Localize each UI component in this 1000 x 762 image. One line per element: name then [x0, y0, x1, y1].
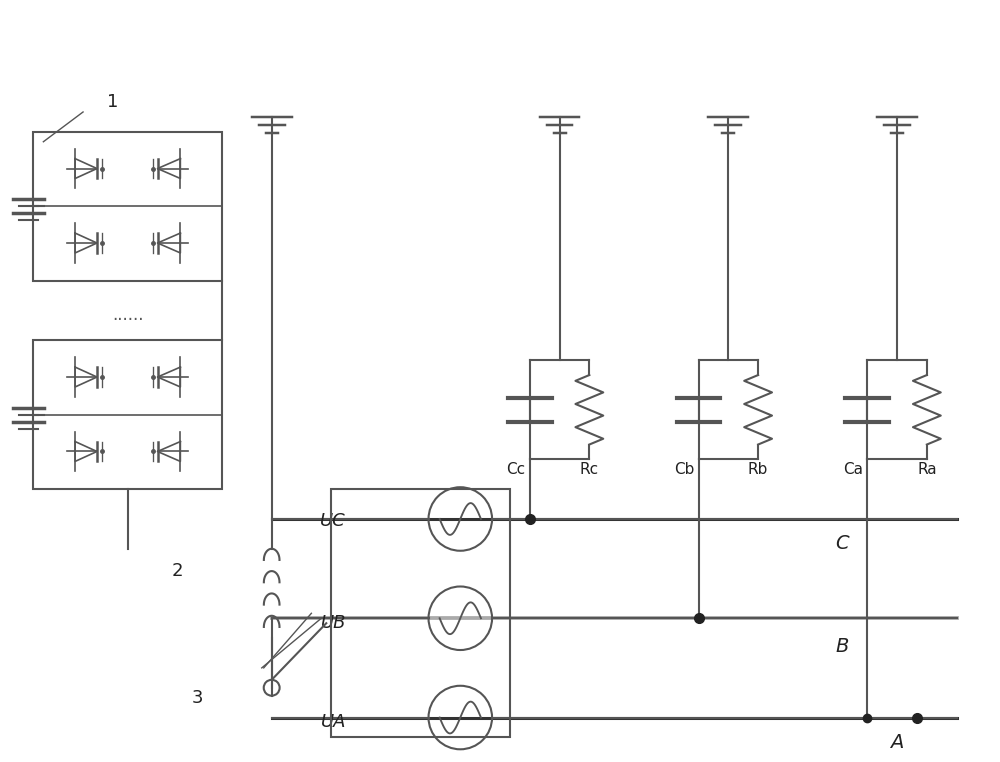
Text: A: A [890, 733, 904, 752]
Text: UA: UA [321, 713, 346, 732]
Bar [331, 489, 510, 738]
Bar [33, 132, 222, 280]
Text: Rc: Rc [580, 463, 599, 477]
Text: ......: ...... [112, 306, 143, 325]
Text: Cc: Cc [506, 463, 525, 477]
Text: UB: UB [321, 614, 346, 632]
Text: UC: UC [320, 512, 346, 530]
Text: B: B [836, 636, 849, 655]
Text: 2: 2 [172, 562, 183, 580]
Bar [33, 341, 222, 489]
Text: Cb: Cb [674, 463, 695, 477]
Text: 3: 3 [191, 689, 203, 706]
Text: 1: 1 [107, 93, 119, 111]
Text: Ra: Ra [917, 463, 937, 477]
Text: Ca: Ca [843, 463, 863, 477]
Text: C: C [836, 534, 849, 553]
Text: Rb: Rb [748, 463, 768, 477]
